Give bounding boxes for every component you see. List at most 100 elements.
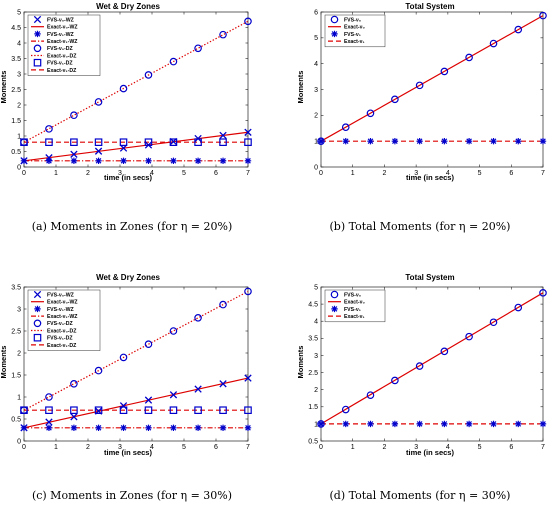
series-line	[320, 292, 544, 425]
y-tick-label: 2.5	[308, 370, 318, 377]
data-point	[415, 81, 424, 90]
data-point	[70, 406, 78, 415]
x-axis-label: time (in secs)	[406, 173, 454, 182]
data-point	[144, 340, 153, 349]
x-tick-label: 3	[118, 170, 122, 177]
y-axis-label: Moments	[0, 71, 8, 104]
data-point	[441, 137, 448, 145]
data-point	[94, 138, 103, 147]
y-tick-label: 2.5	[11, 87, 21, 94]
chart-title: Total System	[405, 2, 454, 11]
data-point	[514, 303, 523, 312]
x-tick-label: 5	[182, 170, 186, 177]
legend-label: FVS-ν₁	[344, 307, 361, 313]
data-point	[119, 406, 128, 415]
legend-marker	[331, 305, 338, 313]
legend-label: FVS-ν₀-DZ	[47, 321, 74, 327]
x-tick-label: 4	[150, 444, 154, 451]
data-point	[317, 420, 325, 428]
legend-label: Exact-ν₁-WZ	[47, 39, 78, 45]
x-tick-label: 7	[541, 444, 545, 451]
data-point	[514, 25, 523, 34]
y-tick-label: 2	[314, 387, 318, 394]
data-point	[515, 137, 522, 145]
series-markers	[317, 420, 547, 428]
y-axis-label: Moments	[296, 346, 305, 379]
legend-label: Exact-ν₁	[344, 39, 365, 45]
legend-label: FVS-ν₁-DZ	[47, 61, 73, 67]
y-tick-label: 5	[314, 35, 318, 42]
y-tick-label: 3.5	[308, 336, 318, 343]
data-point	[416, 137, 423, 145]
legend-label: FVS-ν₀-WZ	[47, 292, 75, 298]
y-tick-label: 4	[314, 319, 318, 326]
legend-marker	[331, 30, 338, 38]
data-point	[169, 327, 178, 335]
y-tick-label: 1.5	[11, 372, 21, 379]
x-tick-label: 1	[351, 444, 355, 451]
legend-marker	[330, 290, 339, 299]
data-point	[366, 391, 375, 399]
data-point	[342, 420, 349, 428]
y-tick-label: 2.5	[11, 328, 21, 335]
x-tick-label: 6	[214, 170, 218, 177]
legend-label: FVS-ν₀-DZ	[47, 46, 74, 52]
data-point	[366, 109, 375, 118]
chart-title: Wet & Dry Zones	[96, 273, 160, 282]
data-point	[20, 138, 28, 147]
data-point	[169, 406, 178, 415]
y-tick-label: 3	[314, 87, 318, 94]
y-tick-label: 2	[314, 113, 318, 120]
x-tick-label: 3	[118, 444, 122, 451]
data-point	[45, 393, 53, 401]
x-tick-label: 0	[22, 170, 26, 177]
legend-marker	[34, 30, 41, 38]
data-point	[465, 53, 473, 62]
legend-label: Exact-ν₀	[344, 300, 365, 306]
data-point	[539, 420, 547, 428]
data-point	[490, 420, 497, 428]
data-point	[20, 424, 28, 431]
data-point	[170, 424, 177, 431]
data-point	[169, 391, 178, 399]
data-point	[219, 406, 227, 415]
data-point	[391, 376, 399, 385]
x-tick-label: 0	[319, 444, 323, 451]
data-point	[341, 123, 350, 132]
y-tick-label: 0.5	[11, 416, 21, 423]
data-point	[367, 137, 374, 145]
data-point	[244, 287, 252, 296]
data-point	[194, 44, 202, 53]
data-point	[539, 137, 547, 145]
series-line	[23, 377, 249, 429]
data-point	[219, 157, 227, 164]
x-tick-label: 7	[246, 170, 250, 177]
series-line	[23, 290, 249, 411]
data-point	[95, 424, 102, 431]
y-tick-label: 6	[314, 9, 318, 16]
caption: (d) Total Moments (for η = 30%)	[330, 489, 511, 502]
x-tick-label: 2	[86, 444, 90, 451]
x-tick-label: 0	[319, 170, 323, 177]
legend-marker	[33, 333, 42, 342]
data-point	[94, 406, 103, 415]
y-tick-label: 3	[17, 306, 21, 313]
series-markers	[20, 424, 252, 431]
x-tick-label: 4	[446, 444, 450, 451]
data-point	[70, 138, 78, 147]
panel-b: Total System time (in secs) Moments (b) …	[296, 2, 547, 233]
x-tick-label: 5	[182, 444, 186, 451]
y-axis-label: Moments	[0, 346, 8, 379]
y-tick-label: 1	[17, 133, 21, 140]
legend-label: FVS-ν₁-WZ	[47, 32, 74, 38]
data-point	[70, 111, 78, 120]
x-tick-label: 3	[414, 444, 418, 451]
data-point	[391, 420, 399, 428]
data-point	[119, 138, 128, 147]
panel-c: Wet & Dry Zones time (in secs) Moments (…	[0, 273, 252, 502]
data-point	[515, 420, 522, 428]
x-tick-label: 3	[414, 170, 418, 177]
data-point	[70, 424, 78, 431]
data-point	[317, 137, 325, 145]
